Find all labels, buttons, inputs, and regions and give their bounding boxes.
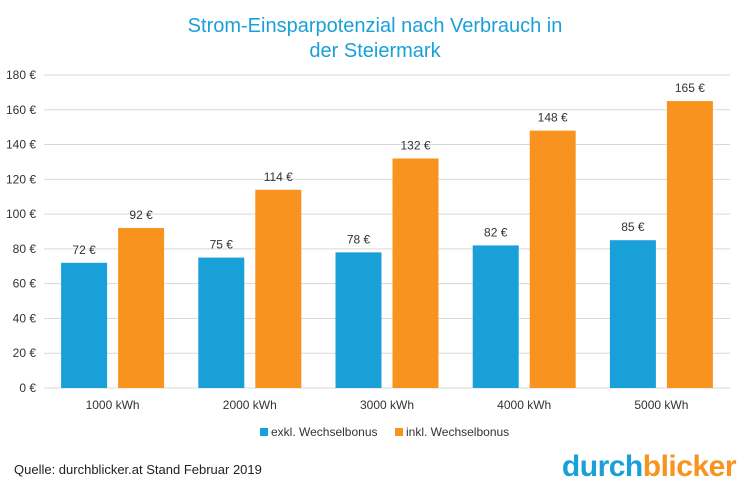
bar-chart: 0 € 20 € 40 € 60 € 80 € 100 € 120 € 140 € 160 € 1… [6,68,730,439]
y-tick-label: 40 € [13,311,37,325]
legend-swatch [260,428,268,436]
bar [472,245,519,388]
x-tick-label: 1000 kWh [86,398,140,412]
legend-label: inkl. Wechselbonus [406,425,509,439]
bar [198,257,245,388]
chart-title-line-2: der Steiermark [309,40,441,62]
data-label: 148 € [538,111,568,125]
durchblicker-logo: durchblicker [561,450,737,484]
x-tick-label: 3000 kWh [360,398,414,412]
data-label: 82 € [484,225,508,239]
data-label: 92 € [129,208,153,222]
bar [392,158,439,388]
x-tick-label: 5000 kWh [634,398,688,412]
y-tick-label: 20 € [13,346,37,360]
bar [666,101,713,388]
y-tick-label: 80 € [13,242,37,256]
bar [61,262,108,388]
data-label: 78 € [347,232,371,246]
bar [609,240,656,388]
y-tick-label: 100 € [6,207,36,221]
logo-part-1: durch [561,450,643,483]
bar [529,130,576,388]
data-label: 72 € [72,243,96,257]
chart-title-line-1: Strom-Einsparpotenzial nach Verbrauch in [187,15,563,37]
data-label: 165 € [675,81,705,95]
data-label: 114 € [264,170,293,184]
y-tick-label: 140 € [6,138,36,152]
data-label: 75 € [210,238,234,252]
y-tick-label: 60 € [13,277,37,291]
y-tick-label: 180 € [6,68,36,82]
source-note: Quelle: durchblicker.at Stand Februar 20… [14,462,262,477]
y-tick-label: 0 € [19,381,36,395]
logo-part-2: blicker [642,450,737,483]
bar [118,228,165,388]
bar [335,252,382,388]
x-tick-label: 4000 kWh [497,398,551,412]
legend-swatch [395,428,403,436]
y-tick-label: 120 € [6,172,36,186]
y-tick-label: 160 € [6,103,36,117]
chart-title: Strom-Einsparpotenzial nach Verbrauch in… [0,14,750,64]
x-tick-label: 2000 kWh [223,398,277,412]
data-label: 132 € [400,138,430,152]
data-label: 85 € [621,220,645,234]
bar [255,189,302,388]
legend-label: exkl. Wechselbonus [271,425,378,439]
